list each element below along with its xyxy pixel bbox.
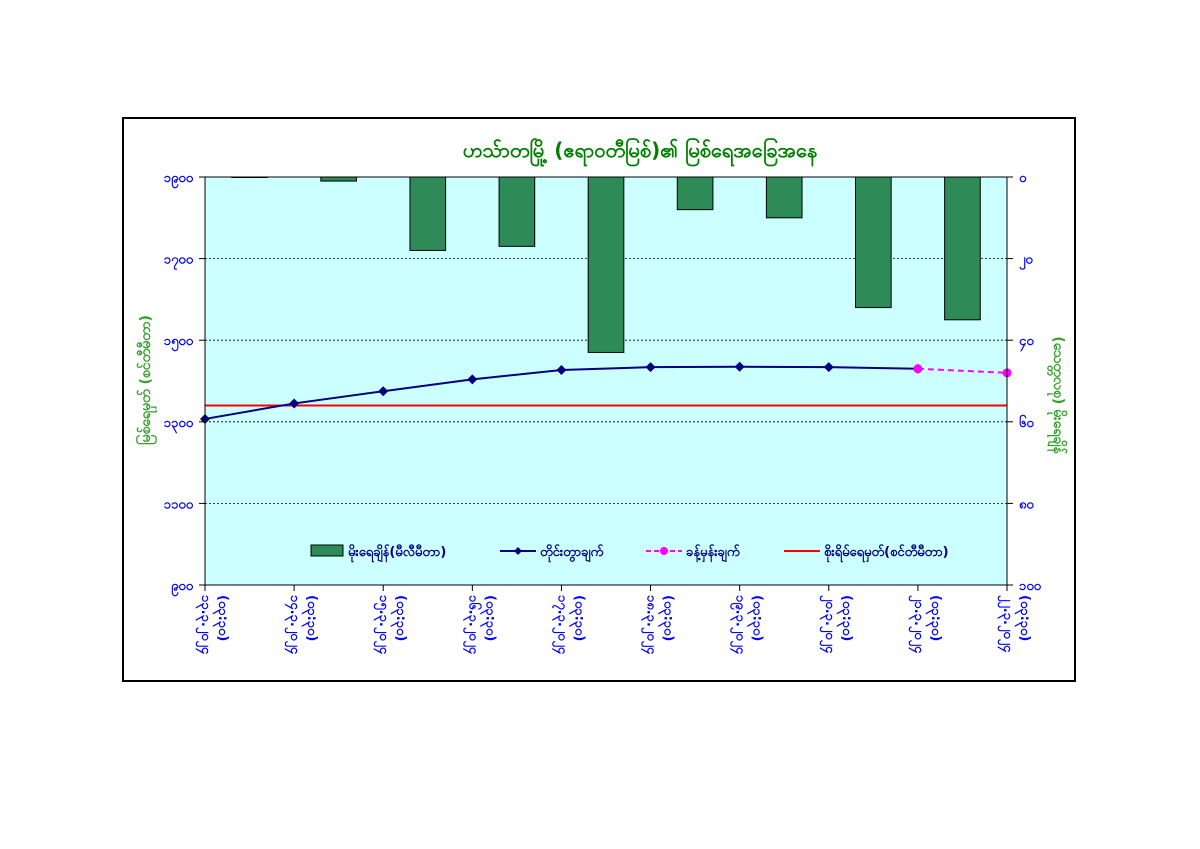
x-tick-label-line: ၂၂.၃.၂၀၂၄: [997, 595, 1015, 653]
measured-point: [823, 362, 834, 373]
x-tick-label-line: (၀၃:၃၀): [658, 595, 676, 641]
x-tick-label-line: ၁၆.၃.၂၀၂၄: [462, 595, 482, 655]
legend-marker-forecast: [660, 547, 668, 555]
right-axis-title: (သေတ္တလစု) မိုးရေချိန်: [1047, 336, 1067, 454]
forecast-point: [913, 364, 923, 374]
measured-point: [378, 386, 389, 397]
rainfall-bar: [587, 176, 625, 353]
x-tick-label-line: (၀၃:၃၀): [747, 595, 765, 641]
x-tick-label-line: (၀၃:၃၀): [1014, 595, 1032, 641]
axes: [199, 176, 1013, 591]
water-level-line-group: [200, 361, 1012, 424]
left-tick-label: ၁၃၀၀: [164, 416, 194, 434]
rainfall-bar: [498, 176, 536, 247]
legend: မိုးရေချိန်(မီလီမီတာ) တိုင်းတွာချက် ခန့်မှ…: [310, 543, 949, 563]
x-tick-label-line: ၁၅.၃.၂၀၂၄: [373, 595, 391, 655]
tick-labels: ၉၀၀ ၁၁၀၀ ၁၃၀၀ ၁၅၀၀ ၁၇၀၀ ၁၉၀၀ ၀၂၀၄၀၆၀၈၀၁၀၀၁၃.၃.…: [164, 171, 1042, 655]
x-tick-label: ၁၄.၃.၂၀၂၄ (၀၃:၃၀): [284, 595, 319, 655]
measured-point: [556, 364, 567, 375]
x-tick-label: ၁၇.၃.၂၀၂၄ (၀၃:၃၀): [551, 595, 586, 655]
rainfall-bar: [320, 176, 357, 182]
x-tick-label-line: ၁၇.၃.၂၀၂၄: [551, 595, 569, 655]
right-tick-label: ၆၀: [1019, 414, 1034, 431]
forecast-line: [917, 367, 1008, 374]
right-tick-label: ၁၀၀: [1019, 579, 1042, 594]
rainfall-bar: [676, 176, 714, 211]
left-tick-label: ၁၁၀၀: [164, 497, 194, 512]
measured-point: [734, 361, 745, 372]
measured-point: [289, 398, 300, 409]
legend-label-warning: စိုးရိမ်ရေမှတ်(စင်တီမီတာ): [824, 543, 949, 563]
x-tick-label-line: ၁၈.၃.၂၀၂၄: [641, 595, 659, 655]
x-tick-label: ၁၈.၃.၂၀၂၄ (၀၃:၃၀): [641, 595, 676, 655]
x-tick-label-line: (၀၃:၃၀): [479, 595, 497, 641]
rainfall-bar: [765, 176, 803, 219]
left-tick-label: ၉၀၀: [171, 579, 194, 597]
chart-title: ဟသ်ာတမြို့ (ဧရာဝတီမြစ်)၏ မြစ်ရေအခြေအနေ: [463, 137, 817, 167]
x-tick-label-line: (၀၃:၃၀): [390, 595, 408, 641]
legend-label-rainfall: မိုးရေချိန်(မီလီမီတာ): [348, 543, 446, 563]
x-tick-label-line: ၁၉.၃.၂၀၂၄: [730, 595, 748, 655]
x-tick-label: ၁၉.၃.၂၀၂၄ (၀၃:၃၀): [730, 595, 765, 655]
rainfall-bars: [231, 176, 981, 353]
x-tick-label-line: (၀၃:၃၀): [925, 595, 943, 641]
x-tick-label: ၂၂.၃.၂၀၂၄ (၀၃:၃၀): [997, 595, 1032, 653]
measured-point: [645, 362, 656, 373]
right-tick-label: ၀: [1019, 171, 1027, 186]
left-tick-label: ၁၇၀၀: [164, 253, 194, 271]
right-tick-label: ၄၀: [1019, 334, 1034, 352]
x-tick-label: ၁၅.၃.၂၀၂၄ (၀၃:၃၀): [373, 595, 408, 655]
legend-label-forecast: ခန့်မှန်းချက်: [686, 543, 740, 563]
x-tick-label-line: (၀၃:၃၀): [836, 595, 854, 641]
legend-swatch-rainfall: [310, 544, 344, 557]
rainfall-bar: [409, 176, 447, 251]
legend-marker-measured: [514, 547, 522, 555]
rainfall-bar: [855, 176, 892, 309]
x-tick-label: ၁၆.၃.၂၀၂၄ (၀၃:၃၀): [462, 595, 497, 655]
legend-label-measured: တိုင်းတွာချက်: [540, 543, 604, 563]
rainfall-bar: [944, 176, 981, 321]
x-tick-label-line: (၀၃:၃၀): [212, 595, 230, 641]
right-tick-label: ၈၀: [1019, 497, 1034, 512]
right-tick-label: ၂၀: [1019, 253, 1033, 271]
x-tick-label: ၁၃.၃.၂၀၂၄ (၀၃:၃၀): [195, 595, 230, 655]
x-tick-label: ၂၀.၃.၂၀၂၄ (၀၃:၃၀): [819, 595, 854, 654]
left-tick-label: ၁၅၀၀: [164, 334, 194, 352]
rainfall-bar: [231, 176, 268, 178]
x-tick-label-line: ၁၄.၃.၂၀၂၄: [284, 595, 302, 655]
x-tick-label-line: ၂၀.၃.၂၀၂၄: [819, 595, 837, 654]
x-tick-label-line: (၀၃:၃၀): [568, 595, 586, 641]
left-axis-title: မြစ်ရေမှတ် (စင်တီမီတာ): [136, 315, 157, 445]
x-tick-label-line: ၂၁.၃.၂၀၂၄: [908, 595, 926, 654]
measured-point: [467, 374, 478, 385]
x-tick-label-line: ၁၃.၃.၂၀၂၄: [195, 595, 213, 655]
left-tick-label: ၁၉၀၀: [164, 171, 194, 189]
x-tick-label-line: (၀၃:၃၀): [301, 595, 319, 641]
x-tick-label: ၂၁.၃.၂၀၂၄ (၀၃:၃၀): [908, 595, 943, 654]
